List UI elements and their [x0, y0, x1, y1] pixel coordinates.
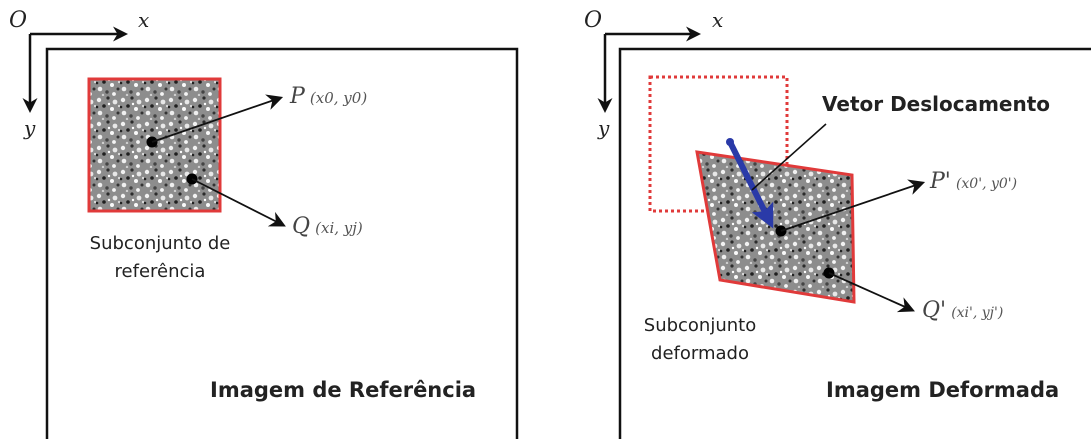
left-point-p-name: P — [290, 84, 305, 109]
right-subset-label: Subconjunto deformado — [625, 312, 775, 368]
left-arrow-to-q — [191, 178, 286, 227]
right-axis-origin: O — [584, 8, 603, 33]
left-axis-y-label: y — [24, 116, 36, 140]
right-arrow-to-q — [828, 272, 915, 313]
left-point-q-coords: (xi, yj) — [315, 219, 363, 237]
left-arrow-to-p — [151, 94, 284, 143]
left-reference-subset — [87, 77, 222, 213]
right-image-frame — [618, 47, 1091, 439]
displacement-vector — [727, 140, 774, 229]
right-deformed-subset — [695, 150, 856, 304]
left-point-q-name: Q — [292, 214, 311, 239]
right-arrow-to-p — [780, 179, 926, 232]
right-point-p-name: P' — [930, 169, 951, 194]
left-panel-title: Imagem de Referência — [210, 378, 477, 402]
left-axis-origin: O — [9, 8, 28, 33]
right-axis-x-label: x — [712, 8, 724, 32]
left-subset-label-line2: referência — [114, 261, 206, 282]
left-subset-label-line1: Subconjunto de — [89, 233, 231, 254]
left-subset-label: Subconjunto de referência — [70, 230, 250, 286]
right-point-p-label: P' (x0', y0') — [930, 169, 1017, 194]
right-point-q-name: Q' — [922, 298, 947, 323]
right-original-subset-outline — [648, 75, 789, 213]
left-point-p-label: P (x0, y0) — [290, 84, 367, 109]
displacement-label: Vetor Deslocamento — [822, 92, 1051, 116]
left-point-p-coords: (x0, y0) — [309, 89, 368, 107]
left-axis-x-label: x — [138, 8, 150, 32]
displacement-label-leader — [751, 123, 827, 191]
right-subset-label-line2: deformado — [651, 343, 749, 364]
right-point-q-label: Q' (xi', yj') — [922, 298, 1003, 323]
right-point-q-coords: (xi', yj') — [951, 305, 1004, 321]
right-axis-y-label: y — [598, 116, 610, 140]
left-point-q-label: Q (xi, yj) — [292, 214, 363, 239]
right-point-p-coords: (x0', y0') — [955, 176, 1018, 192]
right-panel-title: Imagem Deformada — [826, 378, 1060, 402]
right-subset-label-line1: Subconjunto — [643, 315, 757, 336]
